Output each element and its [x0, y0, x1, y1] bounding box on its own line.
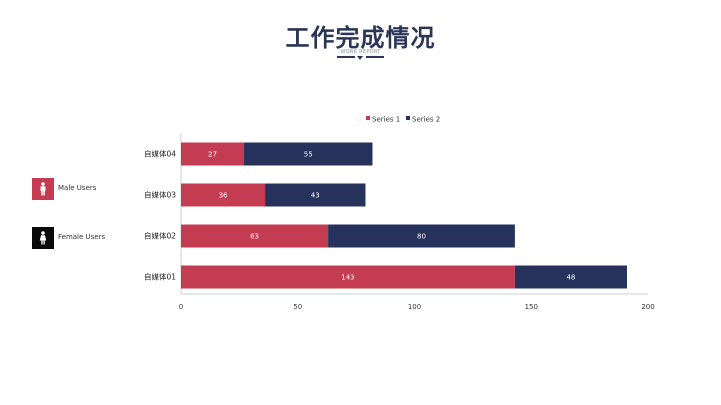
- category-label: 自媒体04: [144, 149, 176, 159]
- category-label: 自媒体03: [144, 190, 176, 200]
- x-tick-label: 100: [408, 303, 421, 311]
- legend-label-series2: Series 2: [412, 116, 440, 124]
- bar-series1: [181, 224, 329, 248]
- bar-series2: [244, 142, 373, 166]
- page-subtitle: WORK REPORT: [340, 49, 381, 55]
- female-person-icon: [39, 231, 47, 245]
- category-label: 自媒体01: [144, 272, 176, 282]
- bar-series2: [514, 265, 627, 289]
- bar-series1: [181, 183, 266, 207]
- category-label: 自媒体02: [144, 231, 176, 241]
- bar-value-label: 27: [208, 151, 217, 159]
- x-tick-label: 50: [293, 303, 302, 311]
- legend-label-series1: Series 1: [372, 116, 400, 124]
- bar-value-label: 80: [417, 233, 426, 241]
- x-tick-label: 150: [525, 303, 538, 311]
- bar-value-label: 36: [219, 192, 228, 200]
- male-person-icon: [40, 182, 46, 196]
- bar-value-label: 43: [311, 192, 320, 200]
- legend-swatch-series1: [366, 116, 370, 120]
- bar-series1: [181, 142, 245, 166]
- legend-swatch-series2: [406, 116, 410, 120]
- male-user-swatch: [32, 178, 54, 200]
- female-users-label: Female Users: [58, 233, 106, 241]
- bar-series2: [328, 224, 515, 248]
- bar-value-label: 143: [341, 274, 354, 282]
- female-user-swatch: [32, 227, 54, 249]
- male-users-label: Male Users: [58, 184, 97, 192]
- bar-series1: [181, 265, 515, 289]
- bar-value-label: 48: [566, 274, 575, 282]
- x-tick-label: 200: [641, 303, 654, 311]
- bar-value-label: 63: [250, 233, 259, 241]
- title-underline-left: [337, 56, 355, 58]
- bar-value-label: 55: [304, 151, 313, 159]
- x-tick-label: 0: [179, 303, 183, 311]
- title-underline-right: [366, 56, 384, 58]
- page-title: 工作完成情况: [285, 24, 436, 52]
- title-caret-icon: [357, 56, 363, 60]
- bar-series2: [265, 183, 366, 207]
